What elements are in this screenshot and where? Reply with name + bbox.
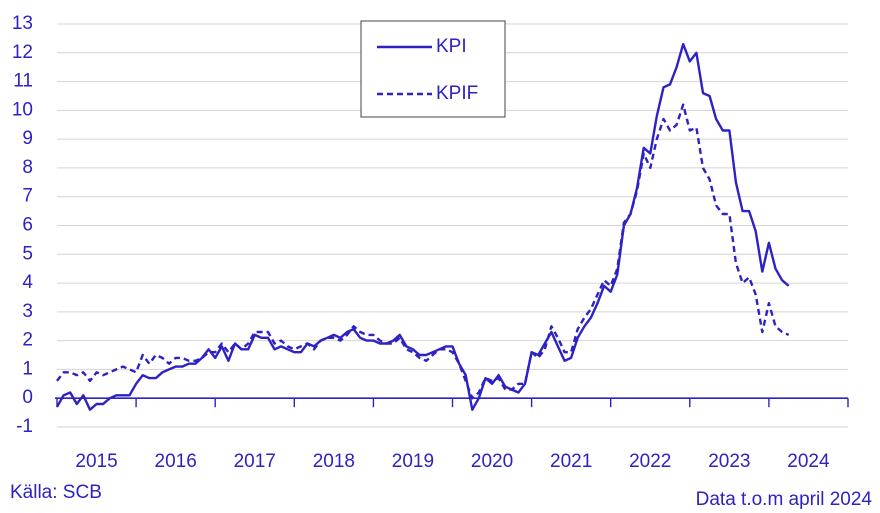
line-kpif	[56, 103, 790, 400]
y-tick-label: 1	[22, 358, 33, 379]
y-tick-label: 4	[22, 272, 33, 293]
y-tick-label: 0	[22, 387, 33, 408]
y-tick-label: 6	[22, 215, 33, 236]
y-tick-label: 10	[12, 99, 33, 120]
x-tick-label: 2021	[550, 451, 592, 472]
y-tick-label: 3	[22, 301, 33, 322]
note: Data t.o.m april 2024	[696, 489, 873, 510]
source: Källa: SCB	[10, 482, 102, 503]
y-tick-label: 2	[22, 330, 33, 351]
x-tick-label: 2018	[313, 451, 355, 472]
y-tick-label: 7	[22, 186, 33, 207]
y-tick-label: 8	[22, 157, 33, 178]
legend-label: KPI	[436, 36, 467, 57]
y-tick-label: 9	[22, 128, 33, 149]
y-tick-label: 5	[22, 243, 33, 264]
x-tick-label: 2024	[787, 451, 830, 472]
x-tick-label: 2019	[392, 451, 434, 472]
x-tick-label: 2015	[75, 451, 117, 472]
legend-label: KPIF	[436, 83, 478, 104]
y-tick-label: 11	[13, 71, 33, 92]
legend-box	[360, 20, 506, 118]
y-tick-label: -1	[16, 416, 33, 437]
x-tick-label: 2020	[471, 451, 513, 472]
x-tick-label: 2017	[234, 451, 276, 472]
y-tick-label: 13	[12, 13, 33, 34]
x-tick-label: 2016	[155, 451, 197, 472]
line-kpi	[55, 42, 790, 411]
x-tick-label: 2022	[629, 451, 671, 472]
x-tick-label: 2023	[708, 451, 750, 472]
y-tick-label: 12	[12, 42, 33, 63]
